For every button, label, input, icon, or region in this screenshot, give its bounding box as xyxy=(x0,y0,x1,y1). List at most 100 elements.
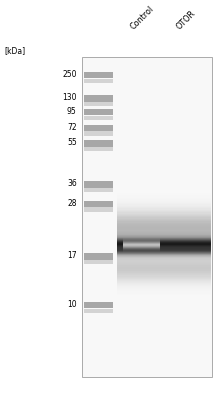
Bar xyxy=(117,241,211,242)
Bar xyxy=(84,260,113,264)
Text: 72: 72 xyxy=(67,122,77,132)
Bar xyxy=(117,230,211,232)
Bar xyxy=(117,235,211,236)
Bar xyxy=(117,248,211,249)
Bar xyxy=(117,264,211,265)
Bar xyxy=(117,269,211,270)
Bar xyxy=(117,198,211,199)
Bar xyxy=(117,235,211,236)
Bar xyxy=(117,254,211,255)
Bar xyxy=(117,227,211,228)
Bar xyxy=(117,260,211,261)
Bar xyxy=(84,116,113,120)
Bar xyxy=(84,140,113,146)
Bar xyxy=(117,240,211,241)
Bar xyxy=(117,253,211,254)
Bar xyxy=(117,251,211,252)
Bar xyxy=(117,238,211,239)
Bar xyxy=(117,252,211,253)
Bar xyxy=(117,243,211,244)
Bar xyxy=(117,204,211,206)
Bar xyxy=(117,248,211,250)
Bar xyxy=(117,244,211,245)
Bar xyxy=(84,109,113,115)
Bar xyxy=(117,247,211,248)
Bar xyxy=(117,220,211,221)
Bar xyxy=(84,96,113,102)
Bar xyxy=(117,254,211,255)
Bar xyxy=(117,241,211,242)
Bar xyxy=(117,233,211,234)
Bar xyxy=(117,241,211,242)
Bar xyxy=(117,270,211,272)
Bar xyxy=(117,265,211,266)
Bar xyxy=(117,214,211,215)
Bar xyxy=(117,280,211,282)
Bar xyxy=(117,197,211,198)
Bar xyxy=(117,288,211,289)
Bar xyxy=(117,250,211,251)
Bar xyxy=(117,248,211,249)
Bar xyxy=(117,287,211,288)
Bar xyxy=(117,225,211,226)
Bar xyxy=(117,253,211,254)
Bar xyxy=(117,238,211,240)
Text: OTOR: OTOR xyxy=(175,9,198,32)
Bar xyxy=(117,257,211,258)
Text: 28: 28 xyxy=(67,199,77,208)
Bar xyxy=(117,253,211,254)
Bar xyxy=(117,258,211,259)
Bar xyxy=(117,206,211,207)
Bar xyxy=(117,243,211,245)
Bar xyxy=(117,220,211,222)
Bar xyxy=(117,233,211,234)
Bar xyxy=(117,250,211,251)
Bar xyxy=(117,196,211,197)
Bar xyxy=(117,255,211,256)
Bar xyxy=(117,242,211,243)
Bar xyxy=(117,236,211,237)
Bar xyxy=(84,254,113,260)
Bar xyxy=(117,256,211,258)
Text: 130: 130 xyxy=(62,93,77,102)
Bar xyxy=(117,259,211,260)
Bar xyxy=(117,228,211,229)
Bar xyxy=(117,245,211,246)
Bar xyxy=(84,302,113,308)
Bar xyxy=(117,283,211,284)
Bar xyxy=(117,266,211,267)
Text: 10: 10 xyxy=(67,300,77,309)
Bar xyxy=(117,237,211,238)
Bar xyxy=(117,194,211,196)
Bar xyxy=(117,226,211,227)
Bar xyxy=(117,215,211,216)
Bar xyxy=(117,250,211,251)
Bar xyxy=(117,226,211,228)
Bar xyxy=(117,284,211,285)
Bar xyxy=(117,246,211,247)
Bar xyxy=(117,256,211,257)
Bar xyxy=(117,244,211,245)
Bar xyxy=(84,131,113,136)
Bar xyxy=(117,252,211,253)
Bar xyxy=(117,207,211,208)
Bar xyxy=(117,229,211,230)
Bar xyxy=(84,201,113,207)
Bar xyxy=(117,255,211,256)
Bar xyxy=(117,242,211,243)
Bar xyxy=(117,291,211,292)
Bar xyxy=(117,260,211,261)
Bar xyxy=(117,266,211,267)
Bar xyxy=(117,211,211,212)
Bar xyxy=(117,223,211,224)
Bar xyxy=(117,258,211,259)
Bar xyxy=(117,200,211,202)
Bar xyxy=(117,293,211,294)
Bar xyxy=(117,246,211,247)
Bar xyxy=(117,244,211,245)
Bar xyxy=(117,267,211,268)
Bar xyxy=(117,250,211,251)
Bar xyxy=(117,249,211,250)
Bar xyxy=(117,286,211,287)
Bar xyxy=(117,294,211,295)
